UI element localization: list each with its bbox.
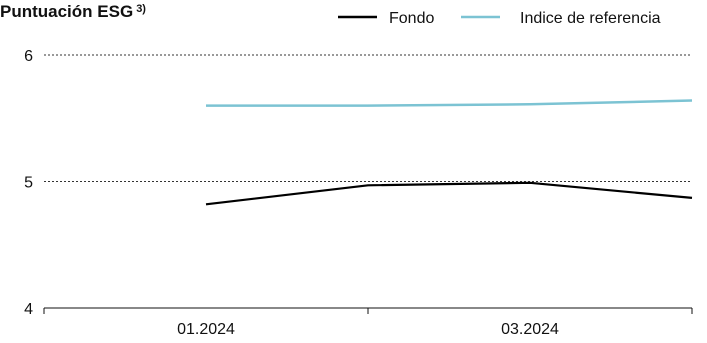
series-lines — [205, 99, 693, 206]
y-axis-labels: 4 5 6 — [24, 48, 33, 318]
series-line-fondo — [205, 181, 693, 206]
legend: Fondo Indice de referencia — [338, 10, 661, 27]
chart-title-superscript: 3) — [136, 3, 146, 15]
y-tick-label: 6 — [24, 48, 33, 65]
gridlines — [44, 54, 692, 182]
series-line-indice-de-referencia — [206, 99, 693, 107]
y-tick-label: 4 — [24, 301, 33, 318]
x-tick-label: 03.2024 — [501, 321, 559, 338]
x-axis-labels: 01.2024 03.2024 — [177, 321, 559, 338]
legend-label-fondo: Fondo — [389, 10, 434, 27]
y-tick-label: 5 — [24, 175, 33, 192]
x-axis — [43, 307, 693, 314]
chart-title-text: Puntuación ESG — [0, 2, 133, 21]
x-tick-label: 01.2024 — [177, 321, 235, 338]
legend-label-indice-de-referencia: Indice de referencia — [520, 10, 661, 27]
chart-title: Puntuación ESG 3) — [0, 2, 146, 21]
